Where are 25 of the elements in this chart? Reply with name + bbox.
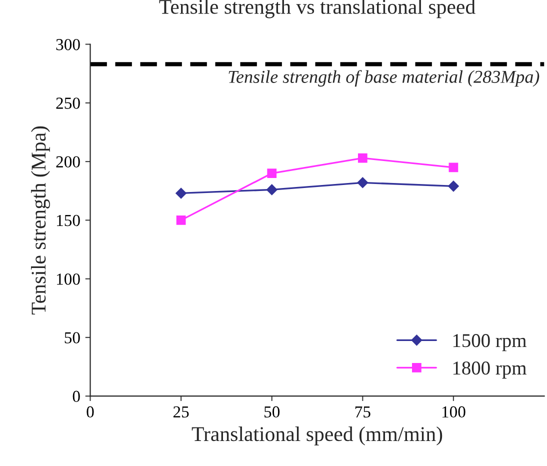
point [266, 184, 278, 196]
point [448, 162, 458, 172]
point [358, 153, 368, 163]
y-tick-label: 100 [57, 274, 80, 285]
x-tick-label: 0 [86, 406, 94, 418]
legend-label: 1800 rpm [453, 362, 526, 379]
x-tick-label: 25 [173, 406, 189, 418]
point [267, 168, 277, 178]
y-tick-label: 50 [64, 332, 80, 344]
y-tick-label: 0 [72, 390, 80, 402]
x-axis-title: Translational speed (mm/min) [192, 426, 442, 446]
y-tick-label: 150 [57, 214, 80, 226]
point [448, 180, 459, 192]
legend-label: 1500 rpm [453, 334, 526, 352]
ref-line-label: Tensile strength of base material (283Mpa) [228, 70, 540, 87]
y-tick-label: 250 [56, 98, 80, 109]
x-tick-label: 100 [442, 406, 466, 418]
x-tick-label: 50 [264, 406, 280, 418]
y-axis-title: Tensile strength (Mpa) [31, 126, 50, 315]
point [357, 177, 368, 188]
y-tick-label: 200 [56, 156, 80, 168]
x-tick-label: 75 [355, 406, 370, 418]
y-tick-label: 300 [56, 38, 80, 50]
point [176, 216, 186, 225]
point [176, 188, 186, 199]
